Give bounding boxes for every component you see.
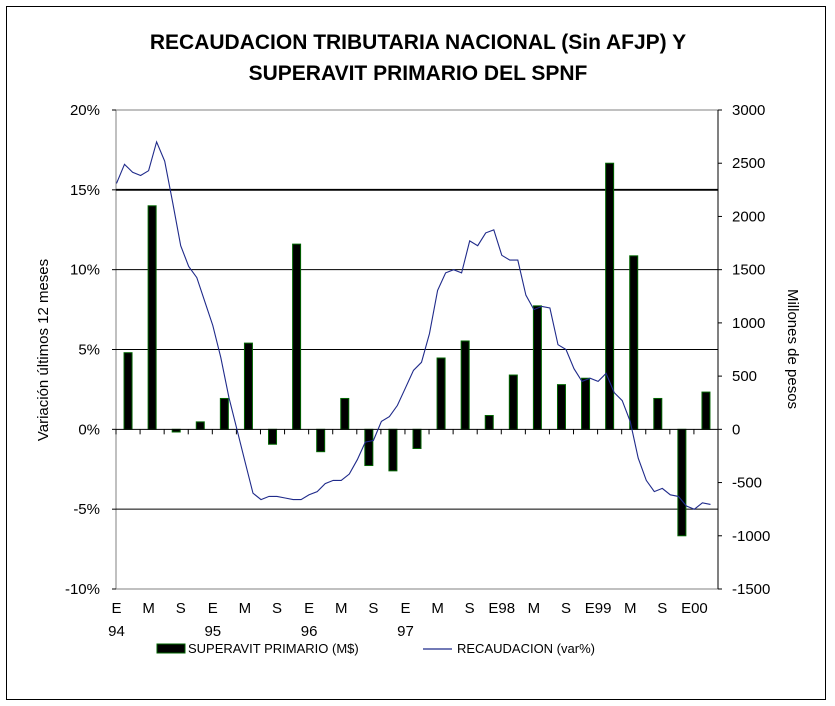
x-tick-label: E <box>111 600 121 617</box>
chart-title-line-2: SUPERAVIT PRIMARIO DEL SPNF <box>249 62 588 85</box>
bar <box>243 342 253 430</box>
x-tick-label: S <box>272 600 282 617</box>
x-tick-label: M <box>335 600 348 617</box>
x-tick-year-label: 94 <box>108 623 125 640</box>
y-left-tick-label: 5% <box>78 342 100 359</box>
bar <box>340 397 350 430</box>
y-right-tick-label: -500 <box>732 475 762 492</box>
x-tick-year-label: 95 <box>204 623 221 640</box>
y-right-tick-label: -1000 <box>732 528 770 545</box>
x-tick-label: M <box>239 600 252 617</box>
bar <box>123 352 133 430</box>
x-tick-label: S <box>465 600 475 617</box>
x-tick-label: M <box>624 600 637 617</box>
zero-axis <box>115 428 719 435</box>
y-left-tick-label: 0% <box>78 421 100 438</box>
y-left-tick-label: 10% <box>70 262 100 279</box>
bar <box>436 357 446 430</box>
x-tick-label: M <box>528 600 541 617</box>
bar <box>629 255 639 430</box>
x-tick-label: E <box>400 600 410 617</box>
y-left-tick-label: -5% <box>73 501 100 518</box>
y-left-axis-label: Variación últimos 12 meses <box>35 259 52 441</box>
legend-label-recaudacion: RECAUDACION (var%) <box>457 641 595 656</box>
y-right-tick-label: -1500 <box>732 581 770 598</box>
y-right-tick-label: 1000 <box>732 315 765 332</box>
y-left-tick-label: 15% <box>70 182 100 199</box>
x-tick-label: E <box>208 600 218 617</box>
y-right-tick-label: 500 <box>732 368 757 385</box>
y-left-ticks: 20% 15% 10% 5% 0% -5% -10% <box>65 102 116 598</box>
y-right-axis-label: Millones de pesos <box>784 289 801 409</box>
line-series-recaudacion <box>115 140 711 510</box>
y-right-tick-label: 0 <box>732 421 740 438</box>
bar <box>147 205 157 430</box>
x-tick-label: M <box>431 600 444 617</box>
x-tick-label: S <box>368 600 378 617</box>
legend-label-superavit: SUPERAVIT PRIMARIO (M$) <box>188 641 359 656</box>
legend-bar-swatch <box>156 643 186 654</box>
bar-series-superavit <box>123 162 711 537</box>
bar <box>677 428 687 537</box>
x-tick-year-label: 97 <box>397 623 414 640</box>
bar <box>268 428 278 445</box>
bar <box>653 397 663 430</box>
bar <box>388 428 398 472</box>
y-right-tick-label: 1500 <box>732 262 765 279</box>
x-ticks: E 94 M S E 95 M S E 96 M S E 97 M S E98 M S E99 M S E00 <box>108 600 708 640</box>
bar <box>508 374 518 430</box>
y-left-tick-label: 20% <box>70 102 100 119</box>
bar <box>701 391 711 430</box>
recaudacion-line <box>115 140 711 510</box>
x-tick-label: S <box>176 600 186 617</box>
chart-title-line-1: RECAUDACION TRIBUTARIA NACIONAL (Sin AFJ… <box>150 31 686 54</box>
bar <box>484 414 494 430</box>
x-tick-label: E99 <box>585 600 612 617</box>
bar <box>219 397 229 430</box>
bar <box>532 305 542 430</box>
gridlines <box>116 188 718 510</box>
y-left-tick-label: -10% <box>65 581 100 598</box>
x-tick-year-label: 96 <box>301 623 318 640</box>
x-tick-label: E98 <box>488 600 515 617</box>
y-right-tick-label: 2500 <box>732 155 765 172</box>
x-tick-label: E00 <box>681 600 708 617</box>
bar <box>292 243 302 430</box>
bar <box>556 384 566 430</box>
x-tick-label: E <box>304 600 314 617</box>
bar <box>364 428 374 467</box>
legend: SUPERAVIT PRIMARIO (M$) RECAUDACION (var… <box>156 641 595 656</box>
y-right-ticks: 3000 2500 2000 1500 1000 500 0 -500 -1000 -1500 <box>717 102 770 598</box>
bar <box>460 340 470 430</box>
x-tick-label: M <box>142 600 155 617</box>
y-right-tick-label: 3000 <box>732 102 765 119</box>
bar <box>412 428 422 449</box>
bar <box>581 377 591 430</box>
y-right-tick-label: 2000 <box>732 208 765 225</box>
bar <box>195 421 205 430</box>
x-tick-label: S <box>561 600 571 617</box>
bar <box>316 428 326 453</box>
x-tick-label: S <box>657 600 667 617</box>
